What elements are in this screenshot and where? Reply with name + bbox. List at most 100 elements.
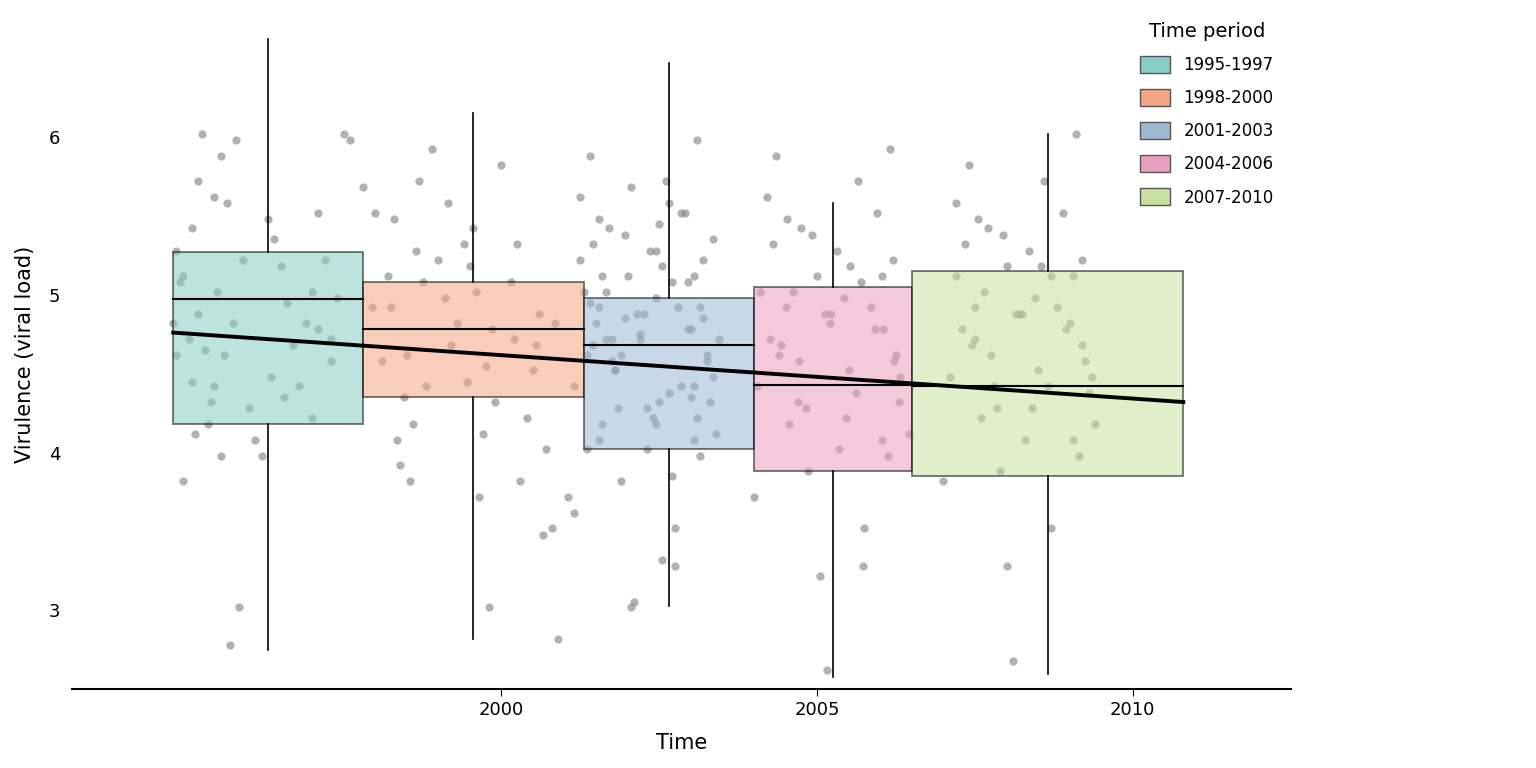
Point	[571, 286, 596, 298]
Point	[263, 233, 287, 246]
Point	[880, 254, 905, 266]
Point	[745, 380, 770, 392]
Point	[694, 349, 719, 361]
Point	[587, 213, 611, 225]
Point	[404, 244, 429, 257]
Point	[255, 213, 280, 225]
Point	[766, 349, 791, 361]
Point	[209, 150, 233, 162]
Point	[656, 197, 680, 210]
Point	[1032, 175, 1057, 187]
Point	[963, 333, 988, 345]
Point	[369, 355, 393, 367]
Point	[505, 238, 530, 250]
Point	[786, 355, 811, 367]
Point	[883, 349, 908, 361]
Point	[659, 470, 684, 482]
Point	[805, 270, 829, 282]
Point	[180, 222, 204, 234]
Point	[1008, 307, 1032, 319]
Point	[198, 396, 223, 408]
Point	[994, 260, 1018, 273]
Point	[877, 144, 902, 156]
Point	[458, 260, 482, 273]
Point	[676, 276, 700, 288]
Point	[650, 260, 674, 273]
Point	[650, 554, 674, 566]
Point	[596, 222, 621, 234]
Bar	[912, 271, 1183, 476]
Point	[688, 449, 713, 462]
Point	[897, 428, 922, 440]
Point	[846, 175, 871, 187]
Point	[167, 276, 192, 288]
Point	[201, 190, 226, 203]
Point	[865, 207, 889, 219]
Point	[774, 213, 799, 225]
Point	[1060, 270, 1084, 282]
Point	[545, 633, 570, 645]
Point	[664, 560, 688, 572]
Point	[653, 175, 677, 187]
Point	[682, 380, 707, 392]
Point	[312, 254, 336, 266]
Point	[637, 244, 662, 257]
Point	[243, 434, 267, 446]
X-axis label: Time: Time	[656, 733, 707, 753]
Point	[851, 560, 876, 572]
Point	[293, 317, 318, 329]
Point	[757, 333, 782, 345]
Point	[164, 244, 189, 257]
Point	[376, 270, 401, 282]
Point	[230, 254, 255, 266]
Point	[542, 317, 567, 329]
Bar	[584, 298, 754, 449]
Point	[1011, 307, 1035, 319]
Point	[876, 449, 900, 462]
Point	[972, 286, 997, 298]
Point	[269, 260, 293, 273]
Point	[499, 276, 524, 288]
Point	[985, 402, 1009, 415]
Point	[332, 127, 356, 140]
Point	[300, 412, 324, 424]
Point	[1071, 254, 1095, 266]
Point	[482, 396, 507, 408]
Point	[796, 465, 820, 478]
Point	[982, 380, 1006, 392]
Point	[634, 443, 659, 455]
Point	[957, 159, 982, 171]
Point	[425, 254, 450, 266]
Point	[1038, 270, 1063, 282]
Point	[1054, 323, 1078, 336]
Point	[619, 181, 644, 194]
Point	[201, 380, 226, 392]
Point	[192, 344, 217, 356]
Point	[808, 570, 833, 582]
Point	[1035, 380, 1060, 392]
Point	[401, 418, 425, 430]
Point	[439, 339, 464, 352]
Point	[859, 301, 883, 313]
Point	[679, 323, 703, 336]
Point	[530, 528, 554, 541]
Point	[562, 380, 587, 392]
Point	[647, 396, 671, 408]
Point	[170, 475, 195, 487]
Point	[688, 301, 713, 313]
Point	[697, 396, 722, 408]
Point	[562, 506, 587, 518]
Point	[644, 292, 668, 304]
Point	[272, 391, 296, 403]
Point	[619, 601, 644, 614]
Point	[574, 443, 599, 455]
Point	[991, 229, 1015, 241]
Point	[300, 286, 324, 298]
Point	[488, 159, 513, 171]
Point	[209, 449, 233, 462]
Point	[398, 475, 422, 487]
Point	[634, 402, 659, 415]
Point	[574, 349, 599, 361]
Point	[644, 244, 668, 257]
Point	[613, 229, 637, 241]
